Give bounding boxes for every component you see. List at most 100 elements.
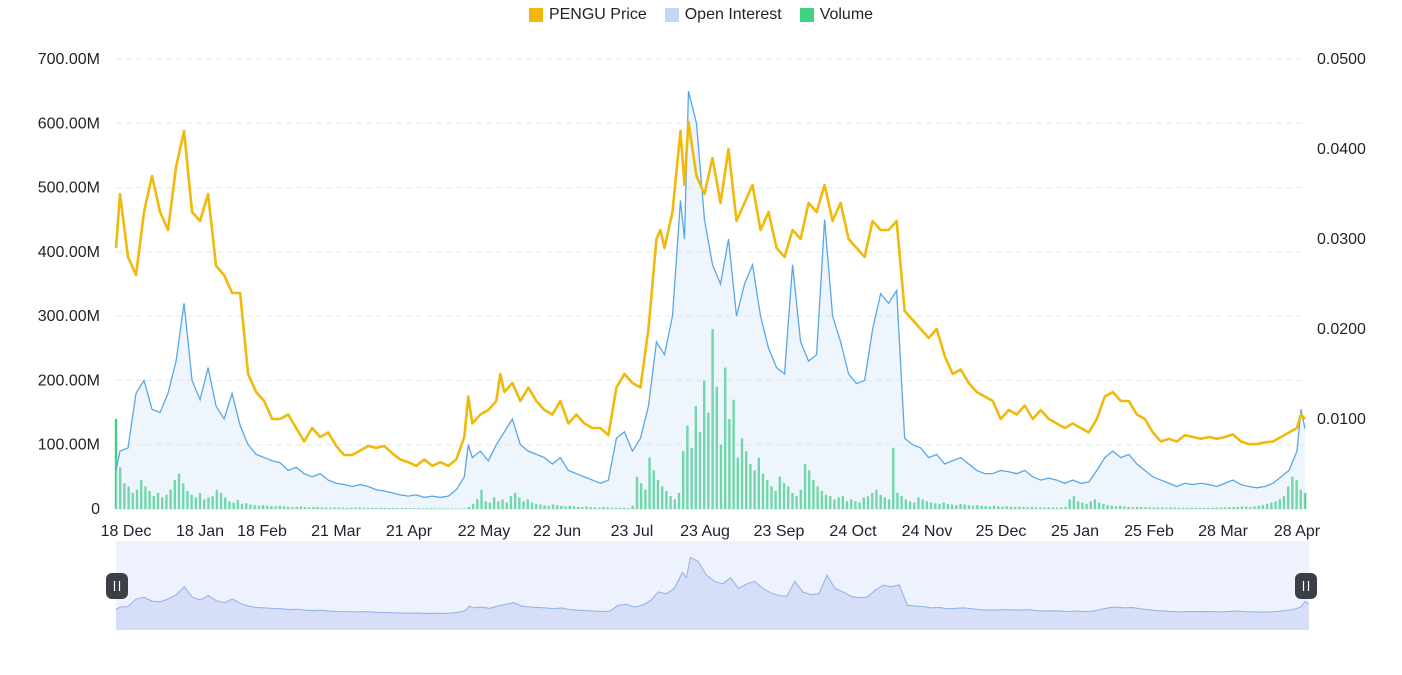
volume-bar xyxy=(320,507,324,509)
navigator-area xyxy=(116,557,1309,630)
handle-grip xyxy=(1295,573,1317,599)
volume-bar xyxy=(597,507,601,509)
volume-bar xyxy=(379,507,382,509)
volume-bar xyxy=(812,480,815,509)
volume-bar xyxy=(308,507,311,509)
volume-bar xyxy=(904,499,908,509)
volume-bar xyxy=(1110,505,1113,509)
legend-item-price[interactable]: PENGU Price xyxy=(528,6,647,24)
volume-bar xyxy=(711,329,714,509)
volume-bar xyxy=(425,508,429,509)
volume-bar xyxy=(278,505,282,509)
volume-bar xyxy=(236,500,240,509)
navigator-handle-left[interactable] xyxy=(106,573,128,599)
volume-bar xyxy=(1055,507,1059,509)
volume-bar xyxy=(929,502,933,509)
volume-bar xyxy=(329,507,332,509)
volume-bar xyxy=(732,399,735,509)
legend-swatch-price xyxy=(528,8,543,22)
legend-swatch-open-interest xyxy=(664,8,679,22)
volume-bar xyxy=(1274,501,1277,509)
volume-bar xyxy=(1018,506,1021,509)
range-navigator[interactable] xyxy=(106,541,1317,630)
volume-bar xyxy=(173,480,177,509)
volume-bar xyxy=(1181,507,1185,509)
volume-bar xyxy=(316,506,319,509)
left-axis-ticks: 0 100.00M 200.00M 300.00M 400.00M 500.00M 600.… xyxy=(38,51,100,518)
left-tick-label: 500.00M xyxy=(38,180,100,197)
volume-bar xyxy=(1068,499,1071,509)
price-layer xyxy=(114,120,1306,468)
volume-bar xyxy=(245,503,248,509)
volume-bar xyxy=(177,473,181,509)
volume-bar xyxy=(984,506,987,509)
x-tick-label: 18 Dec xyxy=(101,523,152,540)
volume-bar xyxy=(635,476,639,509)
volume-bar xyxy=(976,505,979,509)
volume-bar xyxy=(547,505,550,509)
volume-bar xyxy=(1013,507,1017,509)
volume-bar xyxy=(988,506,992,509)
legend: PENGU Price Open Interest Volume xyxy=(0,6,1402,24)
volume-bar xyxy=(345,507,349,509)
volume-bar xyxy=(429,508,433,509)
volume-bar xyxy=(1261,505,1265,509)
legend-item-open-interest[interactable]: Open Interest xyxy=(664,6,782,24)
volume-bar xyxy=(341,507,345,509)
volume-bar xyxy=(253,505,256,509)
volume-bar xyxy=(892,447,895,509)
legend-item-volume[interactable]: Volume xyxy=(799,6,873,24)
navigator-handle-right[interactable] xyxy=(1295,573,1317,599)
volume-bar xyxy=(1228,507,1231,509)
volume-bar xyxy=(824,494,828,509)
volume-bar xyxy=(1211,507,1214,509)
volume-bar xyxy=(303,507,307,509)
volume-bar xyxy=(606,507,609,509)
volume-bar xyxy=(871,492,874,509)
volume-bar xyxy=(770,486,773,509)
x-tick-label: 18 Feb xyxy=(237,523,287,540)
volume-bar xyxy=(728,419,731,509)
x-tick-label: 22 Jun xyxy=(533,523,581,540)
volume-bar xyxy=(1295,480,1298,509)
volume-bar xyxy=(1085,503,1088,509)
volume-bar xyxy=(282,506,286,509)
volume-bar xyxy=(766,480,769,509)
volume-bar xyxy=(896,492,899,509)
x-tick-label: 23 Jul xyxy=(611,523,654,540)
volume-bar xyxy=(1253,506,1256,509)
x-tick-label: 25 Jan xyxy=(1051,523,1099,540)
volume-bar xyxy=(980,505,983,509)
volume-bar xyxy=(971,505,975,509)
volume-bar xyxy=(186,491,189,509)
volume-bar xyxy=(1165,507,1168,509)
open-interest-line xyxy=(115,90,1306,499)
volume-bar xyxy=(816,486,819,509)
x-tick-label: 21 Mar xyxy=(311,523,361,540)
volume-bar xyxy=(1064,507,1067,509)
volume-bar xyxy=(795,496,798,509)
volume-bar xyxy=(908,501,912,509)
volume-bar xyxy=(1009,506,1013,509)
right-tick-label: 0.0300 xyxy=(1317,231,1366,248)
left-tick-label: 700.00M xyxy=(38,51,100,68)
volume-bar xyxy=(459,508,462,509)
volume-bar xyxy=(698,431,702,509)
x-tick-label: 22 May xyxy=(458,523,510,540)
volume-bar xyxy=(992,505,996,509)
volume-bar xyxy=(652,470,655,509)
volume-bar xyxy=(140,480,143,509)
volume-bar xyxy=(417,508,420,509)
volume-bar xyxy=(803,464,807,509)
volume-bar xyxy=(787,486,790,509)
volume-bar xyxy=(1030,507,1034,509)
volume-bar xyxy=(215,489,219,509)
volume-bar xyxy=(1190,507,1193,509)
volume-bar xyxy=(808,470,811,509)
volume-bar xyxy=(312,507,315,509)
volume-bar xyxy=(686,425,689,509)
x-tick-label: 21 Apr xyxy=(386,523,433,540)
volume-bar xyxy=(1236,506,1239,509)
volume-bar xyxy=(198,492,202,509)
volume-bar xyxy=(1118,505,1122,509)
